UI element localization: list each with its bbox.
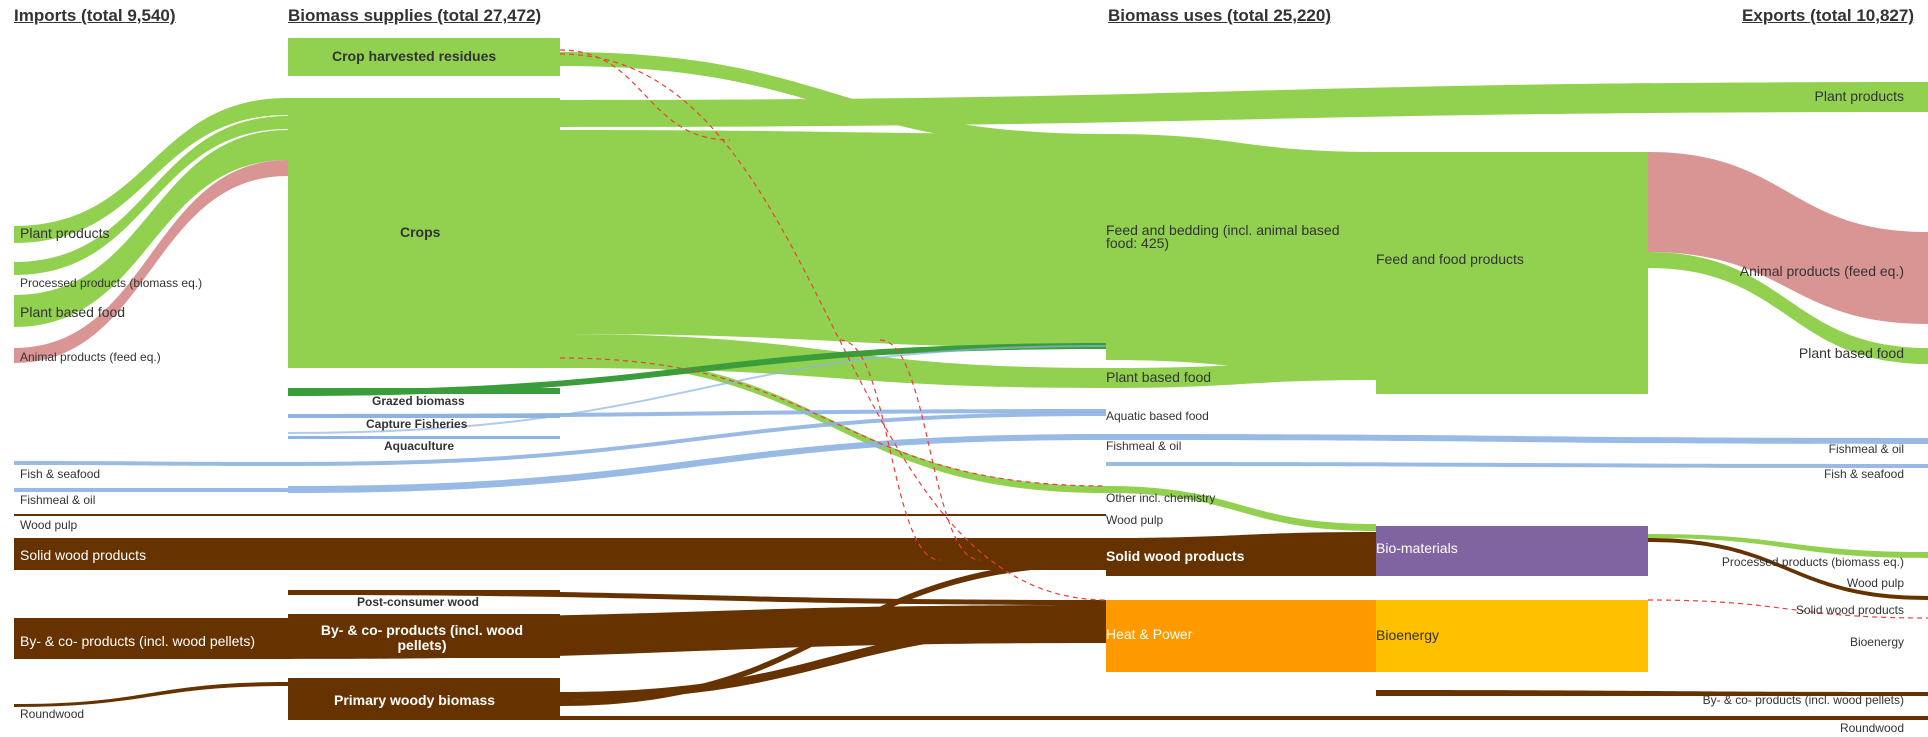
use-label-solid-wood: Solid wood products (1106, 548, 1245, 564)
flow-import-processed-products (14, 116, 288, 275)
flow-crops-feed (560, 130, 1106, 348)
supply-label-grazed: Grazed biomass (372, 394, 465, 408)
flow-fisheries-feed (288, 345, 1106, 434)
flow-solid-wood-use (288, 538, 1106, 570)
flow-export-processed (1648, 534, 1928, 558)
flow-aquatic-export (1106, 462, 1928, 468)
export-label-animal-products: Animal products (feed eq.) (1739, 263, 1904, 279)
use-label-plant-based-food: Plant based food (1106, 369, 1212, 385)
flow-import-roundwood (14, 682, 288, 707)
export-label-processed-products: Processed products (biomass eq.) (1721, 555, 1904, 569)
flow-plant-food-products (1106, 362, 1376, 388)
export-label-plant-based-food: Plant based food (1798, 345, 1904, 361)
import-label-fishmeal-oil: Fishmeal & oil (20, 493, 96, 507)
supply-label-crop-residues: Crop harvested residues (332, 48, 497, 64)
node-by-co-products (288, 614, 560, 658)
use-label-wood-pulp: Wood pulp (1106, 513, 1164, 527)
flow-import-fish-seafood (14, 461, 288, 466)
flow-crops-plant-food (560, 334, 1106, 388)
supply-label-aquaculture: Aquaculture (384, 439, 455, 453)
node-feed-food (1376, 152, 1648, 394)
flow-import-animal-products (14, 160, 288, 363)
dashed-flow-residues-1 (559, 49, 731, 141)
supply-label-post-consumer-wood: Post-consumer wood (357, 595, 480, 609)
flow-crops-export-plant (560, 82, 1928, 127)
import-label-animal-products: Animal products (feed eq.) (20, 350, 161, 364)
export-label-roundwood: Roundwood (1839, 721, 1904, 735)
import-label-wood-pulp: Wood pulp (20, 518, 78, 532)
node-primary-woody (288, 678, 560, 720)
flow-wood-pulp-use (288, 514, 1106, 516)
use-label-fishmeal-oil: Fishmeal & oil (1106, 439, 1182, 453)
dashed-flow-residues-2 (559, 53, 1107, 601)
flow-fishmeal-export (1106, 434, 1928, 444)
supply-label-primary-woody: Primary woody biomass (334, 692, 496, 708)
flow-export-wood-pulp (1648, 538, 1928, 600)
flow-import-by-co-products (14, 618, 288, 659)
flow-import-wood-pulp (14, 514, 288, 516)
product-label-feed-food: Feed and food products (1376, 251, 1524, 267)
dashed-flow-bioenergy-export (1647, 599, 1928, 619)
export-label-solid-wood: Solid wood products (1795, 603, 1904, 617)
import-label-roundwood: Roundwood (20, 707, 85, 721)
flow-export-by-co (1376, 690, 1928, 696)
flow-aquaculture-fishmeal (288, 434, 1106, 493)
flow-grazed-feed (288, 343, 1106, 396)
flow-import-fishmeal-oil (14, 488, 288, 492)
imports-header: Imports (total 9,540) (14, 6, 176, 25)
supply-label-by-co-products: By- & co- products (incl. wood pellets) (320, 622, 524, 653)
export-label-bioenergy: Bioenergy (1849, 635, 1904, 649)
import-label-fish-seafood: Fish & seafood (20, 467, 101, 481)
export-label-plant-products: Plant products (1814, 88, 1905, 104)
exports-header: Exports (total 10,827) (1742, 6, 1914, 25)
export-label-by-co-products: By- & co- products (incl. wood pellets) (1702, 693, 1904, 707)
export-label-fish-seafood: Fish & seafood (1823, 467, 1904, 481)
node-crops (288, 98, 560, 368)
export-label-fishmeal-oil: Fishmeal & oil (1828, 442, 1904, 456)
flow-import-plant-based-food (14, 130, 288, 327)
uses-header: Biomass uses (total 25,220) (1108, 6, 1331, 25)
import-label-plant-products: Plant products (20, 225, 110, 241)
flow-other-biomaterials (1106, 486, 1376, 531)
dashed-flow-crops-3 (879, 339, 981, 561)
node-aquaculture (288, 436, 560, 439)
flow-import-plant-products (14, 98, 288, 243)
flow-feed-products (1106, 134, 1376, 374)
node-crop-residues (288, 38, 560, 76)
node-capture-fisheries (288, 414, 560, 418)
product-label-bio-materials: Bio-materials (1376, 540, 1458, 556)
dashed-flow-crops-1 (559, 357, 1107, 487)
node-grazed (288, 388, 560, 394)
use-label-other-chemistry: Other incl. chemistry (1106, 491, 1216, 505)
import-label-by-co-products: By- & co- products (incl. wood pellets) (20, 633, 255, 649)
import-label-processed-products: Processed products (biomass eq.) (20, 276, 203, 290)
node-solid-wood-use (1106, 538, 1376, 576)
flow-import-solid-wood (14, 538, 288, 570)
flow-import-fish-aquatic (288, 412, 1106, 466)
node-heat-power (1106, 600, 1376, 672)
import-label-solid-wood: Solid wood products (20, 547, 147, 563)
flow-primary-solid (560, 560, 1106, 706)
product-label-bioenergy: Bioenergy (1376, 627, 1440, 643)
import-label-plant-based-food: Plant based food (20, 304, 126, 320)
supply-label-capture-fisheries: Capture Fisheries (366, 417, 468, 431)
use-label-feed-bedding: Feed and bedding (incl. animal based foo… (1106, 222, 1340, 251)
node-post-consumer-wood (288, 590, 560, 595)
flow-export-animal (1648, 152, 1928, 324)
use-label-aquatic-food: Aquatic based food (1106, 409, 1209, 423)
node-bio-materials (1376, 526, 1648, 576)
export-label-wood-pulp: Wood pulp (1846, 576, 1904, 590)
supply-label-crops: Crops (400, 224, 441, 240)
flow-export-roundwood (560, 716, 1928, 720)
dashed-flow-crops-2 (839, 339, 941, 561)
node-bioenergy (1376, 600, 1648, 672)
use-label-heat-power: Heat & Power (1106, 626, 1193, 642)
supplies-header: Biomass supplies (total 27,472) (288, 6, 542, 25)
flow-export-plant-food (1648, 252, 1928, 364)
flow-primary-heat (560, 620, 1106, 700)
